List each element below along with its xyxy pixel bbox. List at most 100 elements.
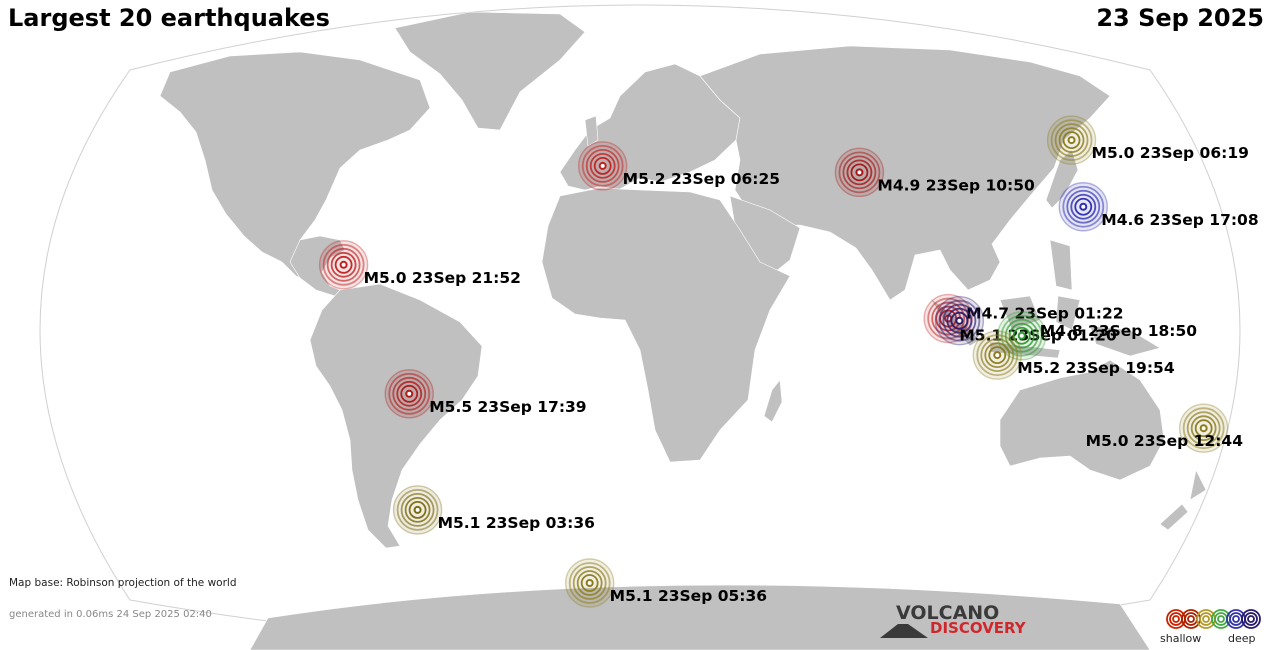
- quake-epicenter-dot: [1067, 136, 1076, 145]
- depth-legend-rings: [1166, 609, 1261, 629]
- quake-ring: [334, 255, 353, 274]
- central-america: [289, 235, 346, 297]
- quake-marker[interactable]: M5.0 23Sep 21:52: [318, 240, 521, 290]
- depth-legend: shallow deep: [1160, 606, 1270, 646]
- new-guinea: [1089, 325, 1161, 357]
- madagascar: [763, 379, 783, 423]
- quake-ring: [942, 303, 977, 338]
- quake-epicenter-dot: [585, 579, 594, 587]
- quake-ring: [1012, 326, 1031, 345]
- quake-ring: [1186, 411, 1221, 446]
- quake-epicenter-dot: [598, 161, 607, 170]
- british-isles: [584, 115, 599, 147]
- legend-ring: [1244, 612, 1258, 626]
- quake-label: M4.6 23Sep 17:08: [1101, 211, 1258, 229]
- quake-marker[interactable]: M5.1 23Sep 05:36: [564, 558, 767, 608]
- landmasses: [159, 11, 1207, 650]
- quake-epicenter-dot: [855, 168, 864, 177]
- japan: [1045, 149, 1079, 209]
- quake-marker[interactable]: M4.9 23Sep 10:50: [834, 147, 1035, 198]
- quake-epicenter-dot: [955, 316, 964, 325]
- quake-ring: [322, 243, 365, 286]
- quake-ring: [408, 500, 427, 519]
- quake-ring: [1054, 123, 1089, 158]
- legend-deep-label: deep: [1228, 632, 1256, 645]
- antarctica: [249, 584, 1151, 650]
- quake-marker[interactable]: M5.2 23Sep 19:54: [972, 330, 1175, 380]
- quake-ring: [946, 307, 973, 334]
- africa: [541, 187, 791, 463]
- legend-ring: [1247, 615, 1255, 623]
- quake-markers: M5.0 23Sep 06:19 M5.2 23Sep 06:25 M4.9 23S…: [318, 115, 1259, 608]
- quake-ring: [931, 301, 966, 336]
- brand-line1: VOLCANO: [896, 602, 1000, 624]
- quake-label: M5.1 23Sep 05:36: [610, 587, 767, 605]
- quake-ring: [984, 342, 1011, 369]
- quake-marker[interactable]: M5.1 23Sep 01:20: [934, 296, 1117, 346]
- quake-ring: [572, 566, 607, 600]
- quake-ring: [396, 488, 439, 531]
- quake-ring: [576, 570, 603, 596]
- quake-label: M5.2 23Sep 19:54: [1017, 359, 1175, 377]
- quake-label: M5.0 23Sep 06:19: [1092, 144, 1249, 162]
- quake-ring: [1058, 127, 1085, 154]
- quake-ring: [988, 346, 1007, 365]
- quake-epicenter-dot: [339, 260, 348, 269]
- quake-ring: [392, 376, 427, 411]
- quake-epicenter-dot: [993, 351, 1002, 360]
- australia: [999, 359, 1165, 481]
- quake-ring: [1062, 185, 1105, 228]
- quake-ring: [1066, 189, 1101, 224]
- quake-ring: [850, 163, 869, 182]
- quake-ring: [938, 299, 981, 342]
- legend-ring: [1232, 615, 1240, 623]
- map-base-note: Map base: Robinson projection of the wor…: [9, 577, 237, 589]
- legend-ring: [1217, 615, 1225, 623]
- quake-label: M5.0 23Sep 21:52: [364, 269, 521, 287]
- quake-ring: [404, 496, 431, 523]
- legend-ring: [1202, 615, 1210, 623]
- quake-epicenter-dot: [413, 505, 422, 514]
- quake-ring: [950, 311, 969, 330]
- quake-label: M5.1 23Sep 03:36: [438, 514, 595, 532]
- quake-ring: [1050, 119, 1093, 162]
- quake-ring: [927, 297, 970, 340]
- legend-ring: [1241, 609, 1261, 629]
- greenland: [394, 11, 586, 131]
- quake-label: M4.7 23Sep 01:22: [966, 305, 1123, 323]
- quake-ring: [1194, 419, 1213, 438]
- quake-marker[interactable]: M5.0 23Sep 12:44: [1086, 403, 1244, 453]
- quake-ring: [581, 144, 624, 187]
- quake-ring: [980, 338, 1015, 373]
- quake-marker[interactable]: M5.1 23Sep 03:36: [392, 485, 595, 535]
- quake-marker[interactable]: M4.6 23Sep 17:08: [1058, 182, 1259, 232]
- quake-ring: [400, 492, 435, 527]
- volcanodiscovery-logo[interactable]: VOLCANO DISCOVERY: [880, 602, 1040, 638]
- quake-epicenter-dot: [405, 389, 414, 398]
- legend-ring: [1187, 615, 1195, 623]
- quake-marker[interactable]: M5.2 23Sep 06:25: [577, 141, 780, 191]
- quake-ring: [842, 155, 877, 190]
- quake-ring: [568, 562, 611, 604]
- quake-ring: [1062, 131, 1081, 150]
- legend-ring: [1172, 615, 1180, 623]
- quake-epicenter-dot: [1199, 424, 1208, 433]
- quake-ring: [585, 148, 620, 183]
- quake-ring: [326, 247, 361, 282]
- generated-note: generated in 0.06ms 24 Sep 2025 02:40: [9, 609, 212, 620]
- quake-marker[interactable]: M5.0 23Sep 06:19: [1046, 115, 1249, 165]
- quake-epicenter-dot: [1079, 202, 1088, 211]
- legend-shallow-label: shallow: [1160, 632, 1202, 645]
- quake-ring: [1182, 407, 1225, 450]
- quake-ring: [1070, 193, 1097, 220]
- quake-ring: [400, 384, 419, 403]
- quake-ring: [589, 152, 616, 179]
- quake-label: M5.0 23Sep 12:44: [1086, 432, 1244, 450]
- quake-label: M5.5 23Sep 17:39: [429, 398, 586, 416]
- map-date: 23 Sep 2025: [1096, 4, 1264, 32]
- quake-ring: [976, 334, 1019, 377]
- quake-ring: [396, 380, 423, 407]
- asia: [699, 45, 1111, 301]
- quake-marker[interactable]: M5.5 23Sep 17:39: [384, 369, 587, 419]
